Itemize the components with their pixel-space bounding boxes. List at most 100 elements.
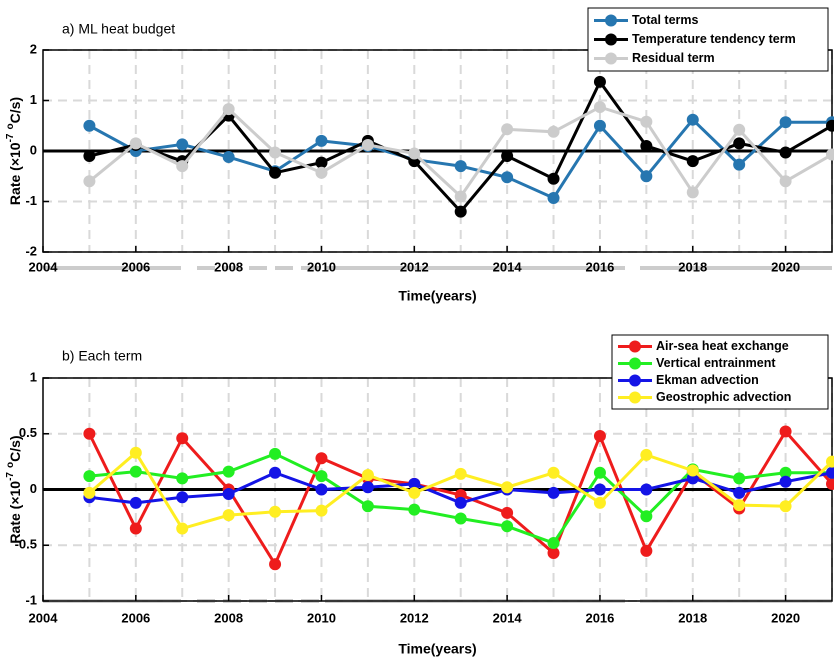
data-point	[129, 496, 142, 509]
legend-marker	[629, 340, 641, 353]
data-point	[593, 466, 606, 479]
data-point	[83, 150, 96, 163]
y-label-part: -7	[5, 472, 16, 481]
data-point	[779, 116, 792, 129]
y-label-part: o	[5, 123, 16, 129]
x-tick-label: 2018	[678, 610, 707, 625]
legend-marker	[605, 14, 617, 27]
data-point	[640, 115, 653, 128]
data-point	[779, 475, 792, 488]
x-tick-label: 2004	[29, 259, 59, 274]
legend-label: Air-sea heat exchange	[656, 339, 789, 353]
data-point	[547, 125, 560, 138]
x-tick-label: 2008	[214, 610, 243, 625]
data-point	[547, 547, 560, 560]
data-point	[733, 486, 746, 499]
data-point	[269, 166, 282, 179]
data-point	[454, 160, 467, 173]
data-point	[593, 119, 606, 132]
data-point	[733, 123, 746, 136]
data-point	[129, 446, 142, 459]
y-axis-label: Rate (×10-7 oC/s)	[5, 97, 23, 205]
legend-marker	[605, 52, 617, 65]
data-point	[83, 175, 96, 188]
data-point	[640, 510, 653, 523]
data-point	[779, 175, 792, 188]
data-point	[315, 470, 328, 483]
chart-title: a) ML heat budget	[62, 21, 175, 37]
data-point	[176, 522, 189, 535]
data-point	[826, 477, 834, 490]
data-point	[501, 123, 514, 136]
data-point	[733, 499, 746, 512]
data-point	[83, 470, 96, 483]
x-axis-label: Time(years)	[398, 641, 476, 657]
data-point	[83, 486, 96, 499]
data-point	[826, 148, 834, 161]
y-label-part: o	[5, 462, 16, 468]
legend-label: Geostrophic advection	[656, 390, 791, 404]
y-tick-label: -1	[25, 193, 37, 208]
x-tick-label: 2012	[400, 259, 429, 274]
data-point	[686, 186, 699, 199]
y-tick-label: -2	[25, 243, 37, 258]
data-point	[547, 466, 560, 479]
chart-title: b) Each term	[62, 348, 142, 364]
data-point	[547, 486, 560, 499]
data-point	[547, 537, 560, 550]
data-point	[408, 503, 421, 516]
x-tick-label: 2020	[771, 610, 800, 625]
data-point	[547, 191, 560, 204]
legend-label: Residual term	[632, 51, 715, 65]
data-point	[686, 113, 699, 126]
data-point	[640, 483, 653, 496]
data-point	[176, 432, 189, 445]
y-label-part: C/s)	[7, 97, 23, 123]
data-point	[826, 455, 834, 468]
data-point	[222, 465, 235, 478]
data-point	[222, 487, 235, 500]
data-point	[222, 103, 235, 116]
x-tick-label: 2020	[771, 259, 800, 274]
y-tick-label: 0	[30, 481, 37, 496]
legend-marker	[605, 33, 617, 46]
data-point	[361, 469, 374, 482]
data-point	[361, 138, 374, 151]
data-point	[315, 452, 328, 465]
x-tick-label: 2010	[307, 610, 336, 625]
y-label-part: Rate (×10	[7, 481, 23, 544]
data-point	[408, 486, 421, 499]
data-point	[686, 155, 699, 168]
y-label-part: -7	[5, 133, 16, 142]
data-point	[315, 134, 328, 147]
data-point	[593, 101, 606, 114]
data-point	[779, 500, 792, 513]
y-tick-label: 0	[30, 142, 37, 157]
data-point	[269, 466, 282, 479]
data-point	[501, 506, 514, 519]
legend-label: Total terms	[632, 13, 698, 27]
data-point	[640, 139, 653, 152]
data-point	[779, 425, 792, 438]
y-tick-label: -1	[25, 592, 37, 607]
y-tick-label: -0.5	[15, 537, 37, 552]
data-point	[501, 520, 514, 533]
data-point	[640, 448, 653, 461]
data-point	[640, 544, 653, 557]
data-point	[501, 150, 514, 163]
data-point	[361, 481, 374, 494]
legend-label: Temperature tendency term	[632, 32, 796, 46]
data-point	[176, 491, 189, 504]
y-label-part: C/s)	[7, 435, 23, 461]
x-tick-label: 2014	[493, 259, 523, 274]
x-tick-label: 2016	[585, 610, 614, 625]
data-point	[176, 472, 189, 485]
legend-marker	[629, 391, 641, 404]
data-point	[315, 504, 328, 517]
x-tick-label: 2014	[493, 610, 523, 625]
data-point	[454, 512, 467, 525]
data-point	[315, 166, 328, 179]
y-label-part: Rate (×10	[7, 142, 23, 205]
data-point	[826, 119, 834, 132]
